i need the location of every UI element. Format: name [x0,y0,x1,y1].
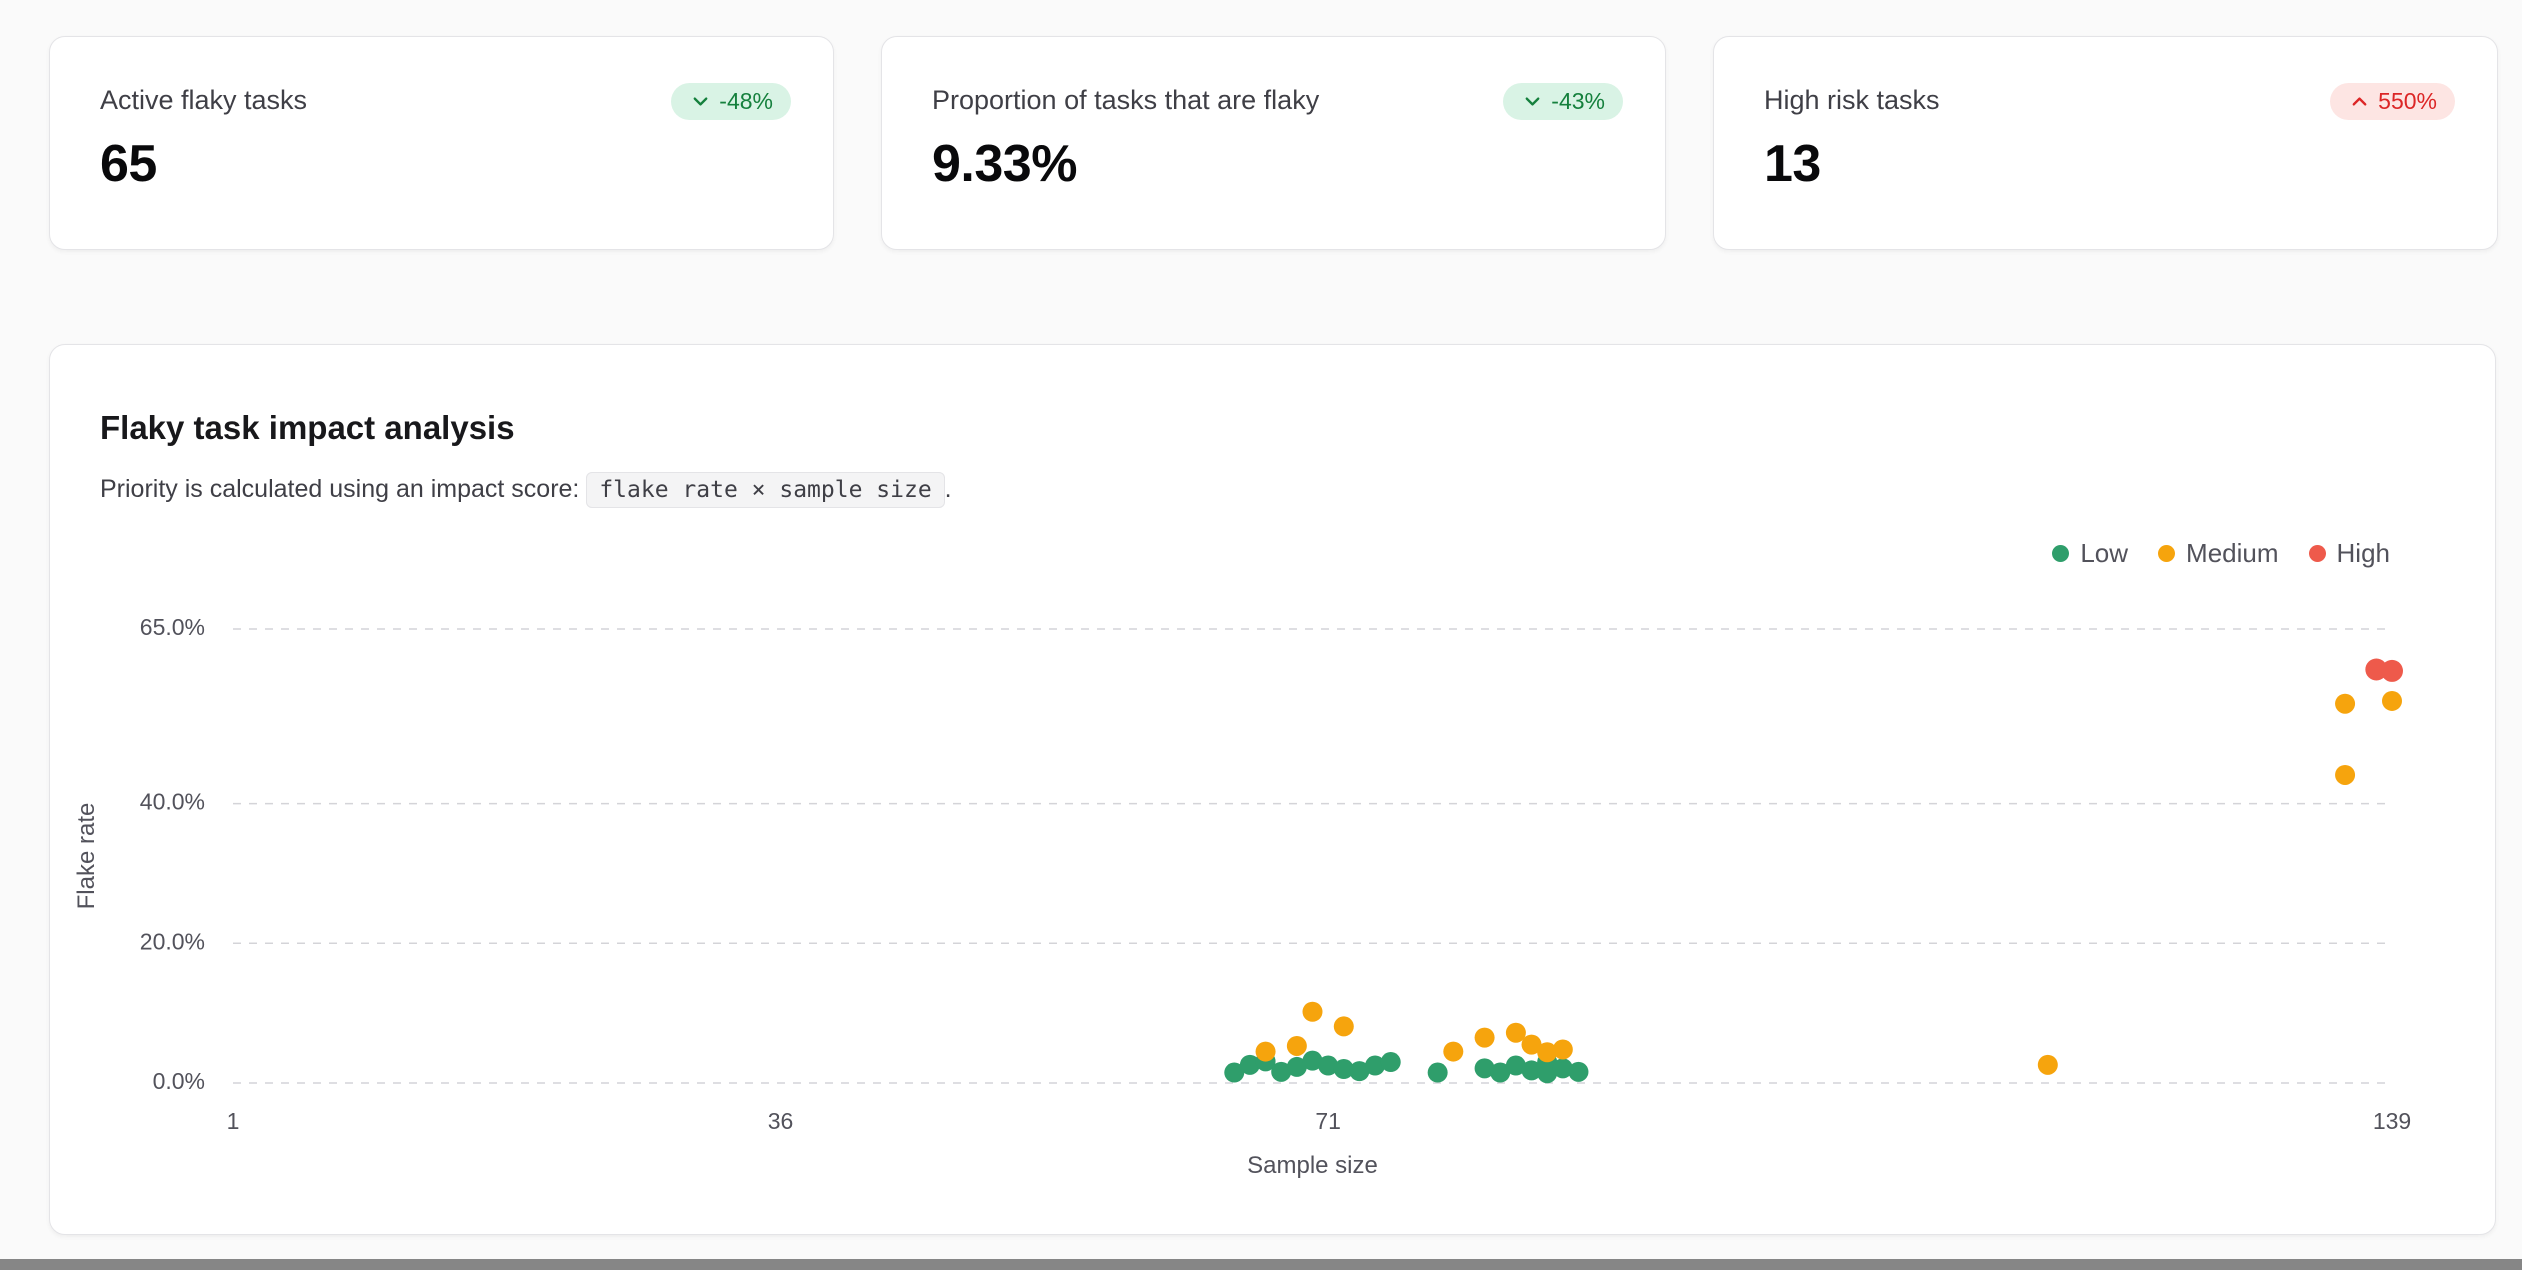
trend-badge: 550% [2330,83,2455,120]
trend-value: -48% [719,88,773,114]
svg-text:20.0%: 20.0% [140,928,205,954]
data-point-low[interactable] [1286,1056,1307,1077]
stat-value: 9.33% [932,135,1077,193]
scatter-plot[interactable]: 0.0% 20.0% 40.0% 65.0% 1 36 71 139 Sample size Fl… [50,569,2497,1189]
stat-label: High risk tasks [1764,85,1940,115]
stat-label: Proportion of tasks that are flaky [932,85,1320,115]
chart-subtitle: Priority is calculated using an impact s… [100,471,2445,508]
flaky-impact-analysis-card: Flaky task impact analysis Priority is c… [49,344,2496,1235]
legend-item-low[interactable]: Low [2052,538,2128,569]
data-point-low[interactable] [1349,1061,1370,1082]
data-point-low[interactable] [1380,1051,1401,1072]
svg-text:Flake rate: Flake rate [73,803,100,910]
subtitle-text: Priority is calculated using an impact s… [100,474,580,503]
data-point-low[interactable] [1505,1055,1526,1076]
stat-card-active-flaky-tasks: Active flaky tasks -48% 65 [49,36,834,250]
svg-text:1: 1 [227,1108,240,1134]
trend-value: -43% [1551,88,1605,114]
data-point-medium[interactable] [2335,693,2356,714]
stat-card-header: Active flaky tasks -48% [100,83,791,120]
data-point-low[interactable] [1239,1054,1260,1075]
svg-text:65.0%: 65.0% [140,614,205,640]
svg-text:Sample size: Sample size [1247,1152,1378,1179]
legend-dot-medium [2158,545,2176,563]
stat-card-high-risk-tasks: High risk tasks 550% 13 [1713,36,2498,250]
bottom-scrollbar[interactable] [0,1259,2522,1270]
legend-label: Medium [2186,538,2279,569]
data-point-low[interactable] [1521,1060,1542,1081]
data-point-low[interactable] [1537,1063,1558,1084]
data-point-medium[interactable] [1474,1027,1495,1048]
data-point-medium[interactable] [1521,1034,1542,1055]
legend-item-high[interactable]: High [2308,538,2390,569]
data-point-low[interactable] [1568,1061,1589,1082]
data-point-low[interactable] [1365,1055,1386,1076]
data-point-medium[interactable] [1443,1041,1464,1062]
stat-value: 13 [1764,135,1821,193]
data-point-low[interactable] [1224,1062,1245,1083]
stat-card-flaky-proportion: Proportion of tasks that are flaky -43% … [881,36,1666,250]
data-point-medium[interactable] [1505,1022,1526,1043]
data-point-low[interactable] [1302,1050,1323,1071]
data-point-low[interactable] [1318,1055,1339,1076]
trend-badge: -43% [1503,83,1623,120]
svg-text:71: 71 [1315,1108,1341,1134]
data-point-medium[interactable] [1255,1041,1276,1062]
subtitle-period: . [944,474,952,503]
data-point-low[interactable] [1333,1058,1354,1079]
data-point-low[interactable] [1552,1058,1573,1079]
data-point-medium[interactable] [1552,1039,1573,1060]
trend-down-icon [689,90,712,113]
data-point-low[interactable] [1427,1062,1448,1083]
data-point-medium[interactable] [1333,1016,1354,1037]
trend-value: 550% [2378,88,2437,114]
stats-row: Active flaky tasks -48% 65 Proportion of… [0,0,2522,250]
legend-label: High [2336,538,2390,569]
data-point-medium[interactable] [2037,1054,2058,1075]
svg-text:40.0%: 40.0% [140,789,205,815]
legend-label: Low [2080,538,2129,569]
trend-down-icon [1521,90,1544,113]
svg-text:0.0%: 0.0% [153,1068,205,1094]
data-point-low[interactable] [1271,1061,1292,1082]
data-point-medium[interactable] [1537,1042,1558,1063]
stat-card-header: Proportion of tasks that are flaky -43% [932,83,1623,120]
chart-legend: Low Medium High [50,538,2390,569]
svg-text:139: 139 [2373,1108,2411,1134]
svg-text:36: 36 [768,1108,794,1134]
data-point-low[interactable] [1474,1058,1495,1079]
legend-dot-low [2052,545,2070,563]
data-point-medium[interactable] [2382,690,2402,711]
stat-card-header: High risk tasks 550% [1764,83,2455,120]
stat-value: 65 [100,135,157,193]
data-point-low[interactable] [1490,1062,1511,1083]
data-point-medium[interactable] [1302,1001,1323,1022]
trend-badge: -48% [671,83,791,120]
stat-label: Active flaky tasks [100,85,308,115]
data-point-high[interactable] [2381,659,2403,682]
impact-formula-chip: flake rate × sample size [586,471,945,508]
trend-up-icon [2348,90,2371,113]
legend-dot-high [2308,545,2326,563]
data-point-medium[interactable] [1286,1035,1307,1056]
legend-item-medium[interactable]: Medium [2158,538,2279,569]
chart-title: Flaky task impact analysis [100,409,515,446]
data-point-medium[interactable] [2335,764,2356,785]
